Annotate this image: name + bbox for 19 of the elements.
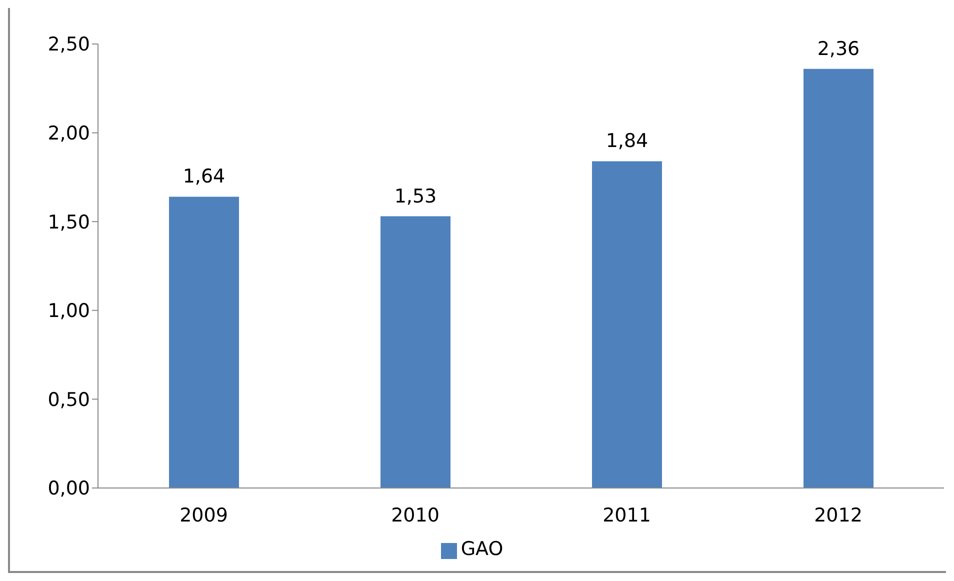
x-tick-label: 2011 bbox=[602, 504, 651, 526]
legend-label: GAO bbox=[460, 538, 504, 560]
y-tick-label: 1,50 bbox=[48, 211, 90, 234]
bar bbox=[380, 216, 450, 488]
x-tick-label: 2012 bbox=[814, 504, 862, 526]
y-tick-label: 2,00 bbox=[48, 122, 90, 145]
x-tick-label: 2010 bbox=[391, 504, 440, 526]
bar bbox=[804, 68, 874, 488]
data-label: 1,53 bbox=[394, 185, 437, 208]
y-tick-label: 2,50 bbox=[48, 34, 90, 56]
data-label: 1,64 bbox=[182, 166, 226, 188]
bar bbox=[169, 196, 239, 488]
x-tick-label: 2009 bbox=[180, 504, 228, 526]
y-tick-label: 1,00 bbox=[48, 300, 90, 322]
y-tick-label: 0,50 bbox=[48, 388, 90, 411]
data-label: 1,84 bbox=[606, 130, 648, 152]
y-tick-label: 0,00 bbox=[48, 478, 90, 500]
data-label: 2,36 bbox=[817, 38, 860, 60]
bar bbox=[592, 161, 662, 488]
